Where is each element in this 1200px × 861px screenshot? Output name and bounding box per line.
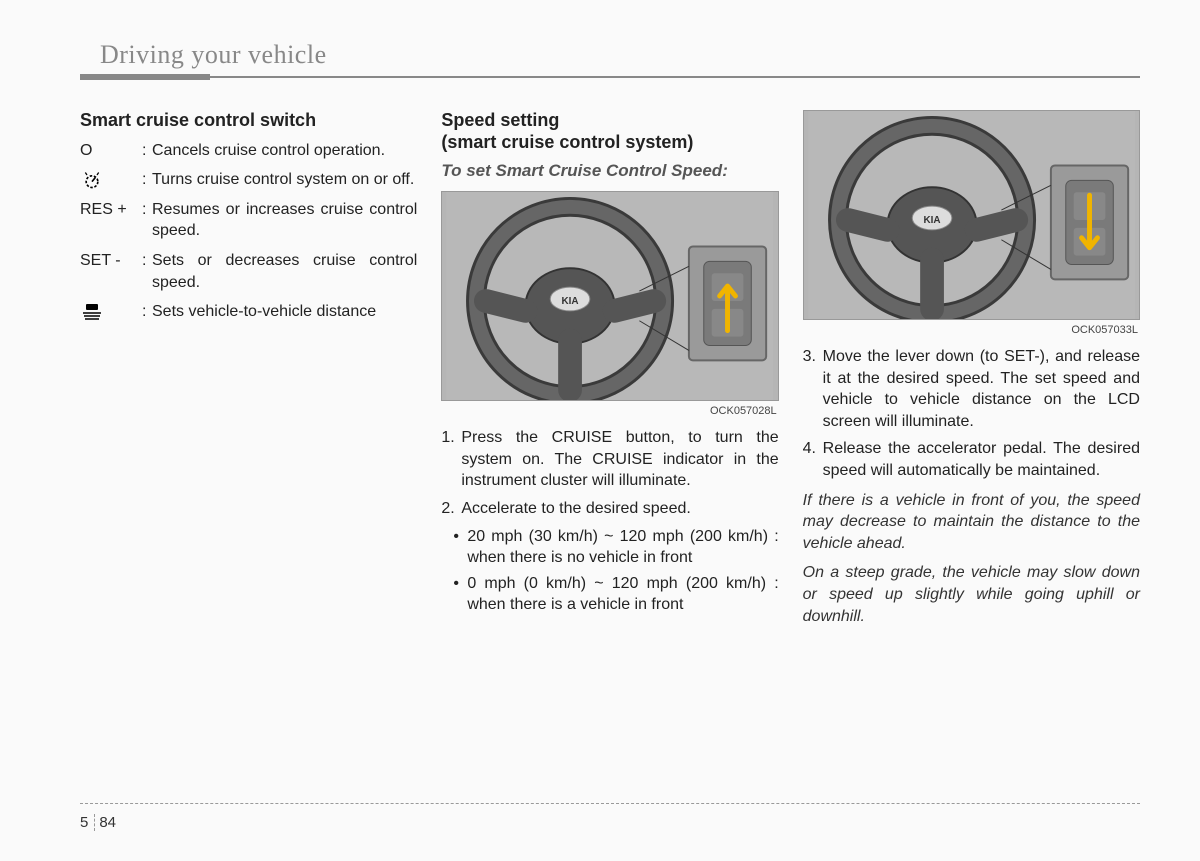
figure-wheel-2: KIA bbox=[803, 110, 1140, 320]
def-item: : Sets vehicle-to-vehicle distance bbox=[80, 301, 417, 323]
step-number: 4. bbox=[803, 438, 823, 481]
step-number: 2. bbox=[441, 498, 461, 520]
step-item: 4. Release the accelerator pedal. The de… bbox=[803, 438, 1140, 481]
def-colon: : bbox=[142, 250, 152, 293]
step-item: 3. Move the lever down (to SET-), and re… bbox=[803, 346, 1140, 432]
def-colon: : bbox=[142, 169, 152, 191]
section-title: Driving your vehicle bbox=[100, 40, 1140, 70]
col2-steps: 1. Press the CRUISE button, to turn the … bbox=[441, 427, 778, 616]
bullet-marker: • bbox=[453, 526, 467, 569]
step-text: Move the lever down (to SET-), and relea… bbox=[823, 346, 1140, 432]
step-text: Release the accelerator pedal. The desir… bbox=[823, 438, 1140, 481]
column-2: Speed setting (smart cruise control syst… bbox=[441, 110, 778, 627]
distance-icon bbox=[80, 302, 104, 322]
content-columns: Smart cruise control switch O : Cancels … bbox=[80, 110, 1140, 627]
cruise-icon bbox=[80, 170, 104, 190]
manual-page: Driving your vehicle Smart cruise contro… bbox=[0, 0, 1200, 861]
def-desc: Turns cruise control system on or off. bbox=[152, 169, 417, 191]
col2-heading: Speed setting (smart cruise control syst… bbox=[441, 110, 778, 153]
def-item: O : Cancels cruise control operation. bbox=[80, 140, 417, 162]
bullet-text: 20 mph (30 km/h) ~ 120 mph (200 km/h) : … bbox=[467, 526, 778, 569]
bullet-item: • 0 mph (0 km/h) ~ 120 mph (200 km/h) : … bbox=[453, 573, 778, 616]
steering-wheel-illustration: KIA bbox=[442, 192, 777, 400]
def-desc: Resumes or increases cruise control spee… bbox=[152, 199, 417, 242]
figure-caption: OCK057028L bbox=[441, 405, 778, 417]
kia-badge: KIA bbox=[923, 215, 940, 226]
note-paragraph: If there is a vehicle in front of you, t… bbox=[803, 490, 1140, 555]
column-1: Smart cruise control switch O : Cancels … bbox=[80, 110, 417, 627]
col2-subheading: To set Smart Cruise Control Speed: bbox=[441, 161, 778, 181]
def-desc: Sets or decreases cruise control speed. bbox=[152, 250, 417, 293]
def-item: RES + : Resumes or increases cruise cont… bbox=[80, 199, 417, 242]
def-colon: : bbox=[142, 140, 152, 162]
def-desc: Sets vehicle-to-vehicle distance bbox=[152, 301, 417, 323]
step-number: 3. bbox=[803, 346, 823, 432]
figure-caption: OCK057033L bbox=[803, 324, 1140, 336]
bullet-item: • 20 mph (30 km/h) ~ 120 mph (200 km/h) … bbox=[453, 526, 778, 569]
col3-steps: 3. Move the lever down (to SET-), and re… bbox=[803, 346, 1140, 482]
step-item: 2. Accelerate to the desired speed. bbox=[441, 498, 778, 520]
def-term bbox=[80, 169, 142, 191]
step-text: Press the CRUISE button, to turn the sys… bbox=[461, 427, 778, 492]
kia-badge: KIA bbox=[562, 296, 579, 307]
rule-thin bbox=[210, 76, 1140, 78]
chapter-number: 5 bbox=[80, 814, 95, 831]
steering-wheel-illustration: KIA bbox=[804, 111, 1139, 319]
def-term: O bbox=[80, 140, 142, 162]
def-item: SET - : Sets or decreases cruise control… bbox=[80, 250, 417, 293]
switch-definitions: O : Cancels cruise control operation. bbox=[80, 140, 417, 323]
page-number: 5 84 bbox=[80, 814, 1140, 831]
footer-dashed-line bbox=[80, 803, 1140, 804]
step-number: 1. bbox=[441, 427, 461, 492]
step-text: Accelerate to the desired speed. bbox=[461, 498, 778, 520]
rule-thick bbox=[80, 74, 210, 80]
def-term: RES + bbox=[80, 199, 142, 242]
def-colon: : bbox=[142, 199, 152, 242]
column-3: KIA OCK057033L 3. Move the lever down (t… bbox=[803, 110, 1140, 627]
def-term: SET - bbox=[80, 250, 142, 293]
def-term bbox=[80, 301, 142, 323]
def-item: : Turns cruise control system on or off. bbox=[80, 169, 417, 191]
header-rule bbox=[80, 74, 1140, 80]
note-paragraph: On a steep grade, the vehicle may slow d… bbox=[803, 562, 1140, 627]
page-footer: 5 84 bbox=[80, 803, 1140, 831]
def-colon: : bbox=[142, 301, 152, 323]
bullet-text: 0 mph (0 km/h) ~ 120 mph (200 km/h) : wh… bbox=[467, 573, 778, 616]
col1-heading: Smart cruise control switch bbox=[80, 110, 417, 132]
page-number-value: 84 bbox=[95, 814, 116, 831]
step-item: 1. Press the CRUISE button, to turn the … bbox=[441, 427, 778, 492]
bullet-marker: • bbox=[453, 573, 467, 616]
figure-wheel-1: KIA bbox=[441, 191, 778, 401]
def-desc: Cancels cruise control operation. bbox=[152, 140, 417, 162]
